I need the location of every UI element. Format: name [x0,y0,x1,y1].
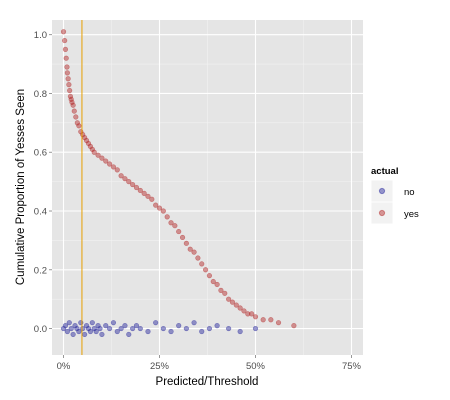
point-yes [180,235,185,240]
point-yes [66,76,71,81]
point-yes [199,262,204,267]
point-yes [261,317,266,322]
x-tick-label: 0% [57,361,71,372]
point-no [146,329,151,334]
y-tick-label: 0.4 [34,207,47,218]
point-no [71,332,76,337]
legend-label-yes: yes [404,209,419,220]
point-yes [196,256,201,261]
point-yes [253,314,258,319]
point-no [226,326,231,331]
x-axis-title: Predicted/Threshold [156,376,259,388]
legend-label-no: no [404,187,415,198]
point-yes [64,56,69,61]
point-no [215,323,220,328]
point-yes [67,82,72,87]
point-yes [184,241,189,246]
point-no [199,329,204,334]
point-yes [215,282,220,287]
point-no [192,320,197,325]
point-yes [192,250,197,255]
x-axis-ticks: 0% 25% 50% 75% [57,355,362,372]
point-no [184,326,189,331]
y-axis-ticks: 0.0 0.2 0.4 0.6 0.8 1.0 [34,30,52,335]
point-no [100,332,105,337]
y-tick-label: 0.6 [34,148,47,159]
point-yes [63,47,68,52]
x-tick-label: 50% [246,361,266,372]
point-yes [72,109,77,114]
y-tick-label: 0.0 [34,324,47,335]
point-no [138,326,143,331]
y-axis-title: Cumulative Proportion of Yesses Seen [15,89,27,285]
point-yes [115,168,120,173]
point-no [90,320,95,325]
point-yes [62,38,67,43]
point-no [126,332,131,337]
point-yes [77,123,82,128]
point-yes [276,320,281,325]
point-yes [61,29,66,34]
point-no [207,326,212,331]
point-no [153,320,158,325]
point-yes [165,215,170,220]
point-yes [176,229,181,234]
point-no [176,323,181,328]
point-no [123,323,128,328]
point-no [107,326,112,331]
point-no [98,326,103,331]
point-no [238,329,243,334]
point-yes [65,71,70,76]
point-yes [173,223,178,228]
point-no [161,326,166,331]
legend-key-no-dot [379,188,384,193]
y-tick-label: 1.0 [34,30,47,41]
y-tick-label: 0.2 [34,265,47,276]
point-yes [207,273,212,278]
point-yes [161,209,166,214]
point-no [67,320,72,325]
point-yes [67,88,72,93]
point-yes [203,267,208,272]
point-yes [71,103,76,108]
x-tick-label: 75% [342,361,362,372]
y-tick-label: 0.8 [34,89,47,100]
point-yes [74,115,79,120]
x-tick-label: 25% [150,361,170,372]
point-yes [150,197,155,202]
point-no [111,320,116,325]
point-yes [222,291,227,296]
legend: actual no yes [371,166,419,224]
point-no [169,329,174,334]
point-yes [269,317,274,322]
legend-key-yes-dot [379,210,384,215]
legend-title: actual [371,166,398,177]
point-no [253,326,258,331]
point-yes [65,65,70,70]
point-yes [292,323,297,328]
point-no [82,332,87,337]
